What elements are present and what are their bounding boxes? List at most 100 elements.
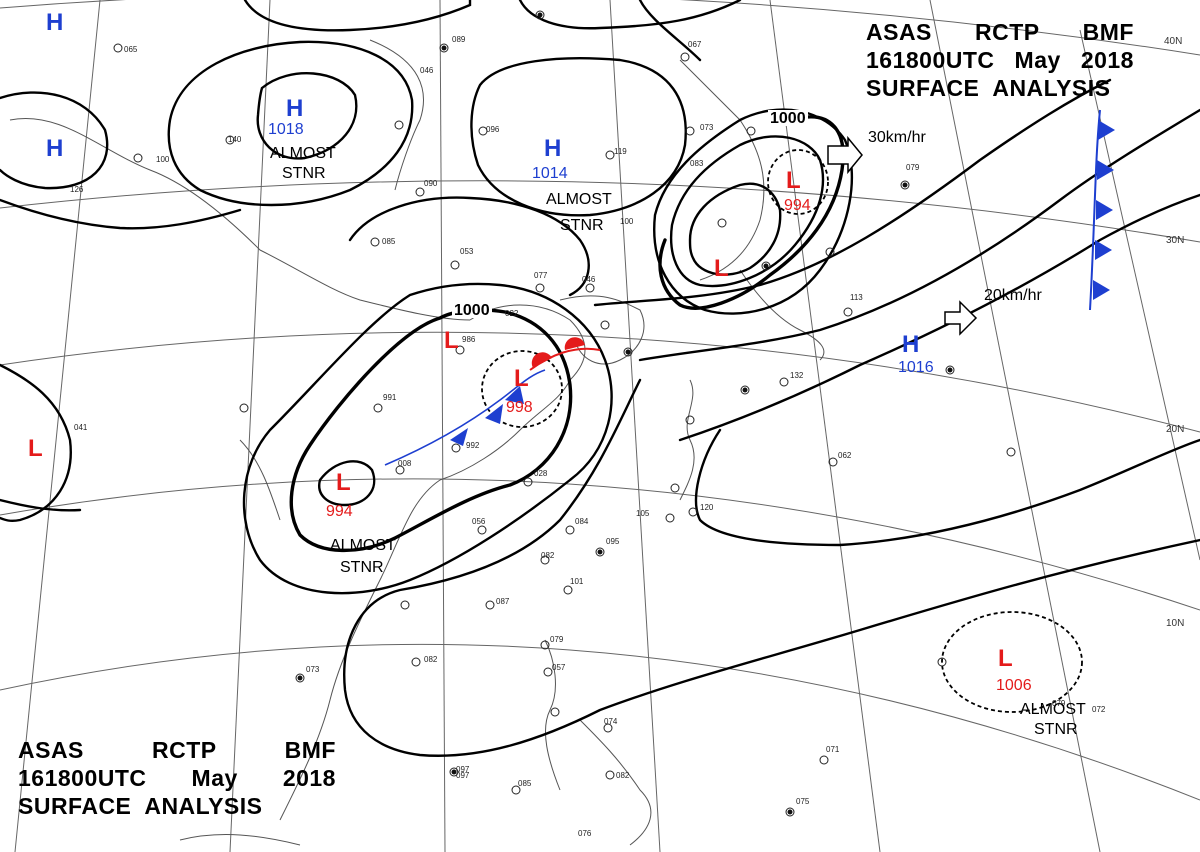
- movement-arrow-ne: [827, 135, 863, 175]
- low-center-symbol: L: [786, 167, 801, 194]
- lat-label-10n: 10N: [1166, 618, 1184, 629]
- stnr-note-line1: ALMOST: [270, 145, 336, 162]
- header-center: RCTP: [974, 19, 1040, 45]
- station-obs: 008: [398, 459, 412, 468]
- isobar-west-band: [0, 198, 242, 230]
- low-center-symbol: L: [998, 645, 1013, 672]
- station-obs: 073: [306, 665, 320, 674]
- station-obs: 140: [228, 135, 242, 144]
- station-obs: 101: [570, 577, 584, 586]
- station-obs: 126: [70, 185, 84, 194]
- stnr-note-line1: ALMOST: [330, 537, 396, 554]
- high-center-value: 1014: [532, 165, 568, 182]
- movement-speed-e: 20km/hr: [984, 287, 1042, 304]
- isobar-h-1018-inner: [256, 72, 358, 160]
- header-year: 2018: [1080, 47, 1134, 73]
- isobar-l1006-dashed: [941, 611, 1083, 713]
- header-year: 2018: [282, 765, 336, 791]
- high-center-symbol: H: [902, 331, 919, 358]
- station-obs: 096: [486, 125, 500, 134]
- low-center-value: 994: [784, 197, 811, 214]
- station-obs: 082: [616, 771, 630, 780]
- analysis-header-top: ASAS RCTP BMF 161800UTC May 2018 SURFACE…: [866, 18, 1134, 102]
- low-pressure-centers: L L L 998 L 994 L 994 L L 1006: [28, 167, 1032, 694]
- station-obs: 100: [156, 155, 170, 164]
- lat-label-40n: 40N: [1164, 36, 1182, 47]
- stnr-note-line2: STNR: [340, 559, 384, 576]
- station-obs: 072: [1092, 705, 1106, 714]
- high-center-symbol: H: [544, 135, 561, 162]
- station-obs: 067: [688, 40, 702, 49]
- isobar-l994-innermost: [688, 182, 782, 276]
- station-obs: 028: [534, 469, 548, 478]
- isobar-1000-sw: [289, 308, 573, 553]
- station-obs: 082: [424, 655, 438, 664]
- cold-front-sw: [384, 369, 546, 466]
- isobar-l994-outer: [653, 108, 854, 315]
- station-obs: 087: [496, 597, 510, 606]
- station-obs: 077: [534, 271, 548, 280]
- isobar-top-band: [243, 0, 472, 32]
- isobar-south-band: [343, 378, 1200, 757]
- warm-front: [529, 337, 601, 371]
- low-center-value: 994: [326, 503, 353, 520]
- station-obs: 046: [420, 66, 434, 75]
- station-obs: 100: [620, 217, 634, 226]
- station-obs: 119: [614, 147, 627, 156]
- station-obs: 079: [550, 635, 564, 644]
- lat-label-30n: 30N: [1166, 235, 1184, 246]
- header-month: May: [1014, 47, 1061, 73]
- station-obs: 095: [606, 537, 620, 546]
- isobar-h-1014: [470, 57, 687, 217]
- station-obs: 079: [906, 163, 920, 172]
- station-obs: 089: [452, 35, 466, 44]
- station-obs: 071: [826, 745, 840, 754]
- isobar-east-2: [638, 108, 1200, 362]
- stnr-note-line1: ALMOST: [546, 191, 612, 208]
- latitude-labels: 40N 30N 20N 10N: [1164, 36, 1184, 629]
- station-obs: 986: [462, 335, 476, 344]
- analysis-header-bottom: ASAS RCTP BMF 161800UTC May 2018 SURFACE…: [18, 736, 336, 820]
- isobar-label: 1000: [454, 302, 490, 319]
- station-obs: 085: [518, 779, 532, 788]
- station-obs: 083: [690, 159, 704, 168]
- header-agency: ASAS: [866, 19, 932, 45]
- low-center-symbol: L: [444, 327, 459, 354]
- low-center-value: 1006: [996, 677, 1032, 694]
- station-obs: 053: [460, 247, 474, 256]
- header-agency: ASAS: [18, 737, 84, 763]
- isobar-north-band: [518, 0, 742, 30]
- station-obs: 057: [552, 663, 566, 672]
- station-obs: 132: [790, 371, 804, 380]
- station-obs: 065: [124, 45, 138, 54]
- high-center-symbol: H: [46, 9, 63, 36]
- station-obs: 074: [604, 717, 618, 726]
- isobar-sw-outer: [242, 282, 613, 595]
- low-center-symbol: L: [514, 365, 529, 392]
- header-title: SURFACE ANALYSIS: [866, 75, 1111, 101]
- isobar-l998-dashed: [481, 350, 563, 428]
- station-obs: 113: [850, 293, 863, 302]
- isobar-north-band-2: [348, 196, 590, 297]
- header-center: RCTP: [151, 737, 217, 763]
- station-obs: 056: [472, 517, 486, 526]
- header-title: SURFACE ANALYSIS: [18, 793, 263, 819]
- station-obs: 120: [700, 503, 714, 512]
- high-center-value: 1016: [898, 359, 934, 376]
- header-time: 161800UTC: [18, 765, 147, 791]
- header-time: 161800UTC: [866, 47, 995, 73]
- stnr-notes: ALMOST STNR ALMOST STNR ALMOST STNR ALMO…: [270, 145, 1086, 738]
- low-center-value: 998: [506, 399, 533, 416]
- cold-front-east: [1089, 109, 1115, 311]
- station-obs: 082: [541, 551, 555, 560]
- header-code: BMF: [284, 737, 336, 763]
- latitude-grid: [0, 0, 1200, 801]
- header-code: BMF: [1082, 19, 1134, 45]
- station-filled: [297, 12, 953, 815]
- station-obs: 062: [838, 451, 852, 460]
- station-obs: 076: [578, 829, 592, 838]
- low-center-symbol: L: [714, 255, 729, 282]
- isobar-l994-sw: [318, 460, 376, 507]
- station-obs: 046: [582, 275, 596, 284]
